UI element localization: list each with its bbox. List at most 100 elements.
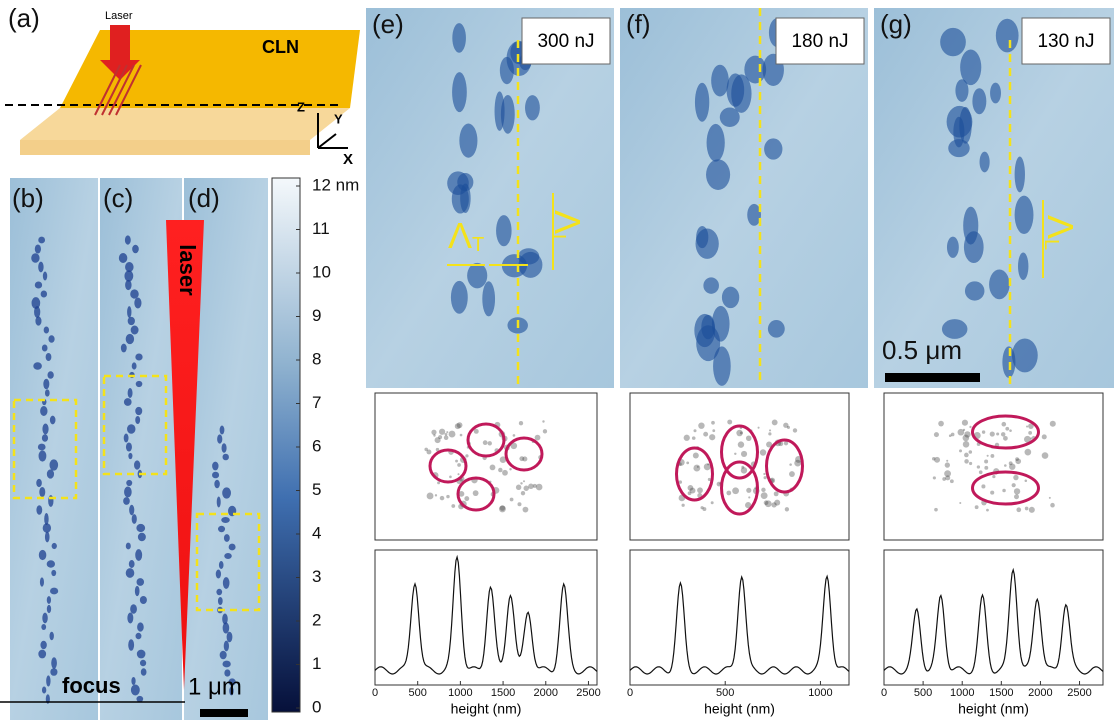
afm-spot [38, 237, 45, 244]
afm-spot [451, 281, 468, 314]
fft-speck [510, 498, 514, 502]
fft-speck [523, 507, 529, 513]
fft-speck [741, 466, 744, 469]
x-tick-label: 1000 [950, 687, 974, 699]
afm-spot [43, 272, 47, 281]
axis-label: Z [297, 99, 305, 114]
afm-spot [134, 460, 140, 469]
afm-spot [124, 434, 129, 443]
afm-spot [127, 613, 133, 624]
fft-speck [684, 435, 690, 441]
fft-speck [771, 502, 776, 507]
afm-spot [222, 487, 231, 498]
afm-spot [459, 124, 477, 158]
afm-spot [136, 696, 143, 702]
colorbar-tick-label: 2 [312, 610, 321, 629]
afm-spot [124, 486, 132, 497]
afm-spot [126, 480, 132, 486]
afm-spot [712, 306, 730, 342]
fft-box [630, 393, 849, 540]
fft-speck [984, 466, 988, 470]
colorbar-gradient [272, 178, 300, 712]
fft-speck [473, 490, 479, 496]
lambda-symbol: Λ [1040, 215, 1081, 239]
fft-speck [523, 480, 525, 482]
afm-spot [39, 550, 47, 560]
afm-spot [38, 650, 46, 659]
fft-speck [969, 450, 973, 454]
fft-speck [789, 471, 795, 477]
afm-spot [703, 277, 719, 293]
fft-speck [934, 508, 938, 512]
fft-speck [536, 484, 543, 491]
panel-label: (b) [12, 183, 44, 213]
afm-spot [711, 65, 729, 97]
afm-spot [218, 526, 225, 532]
colorbar-tick-label: 9 [312, 306, 321, 325]
fft-speck [457, 422, 463, 428]
afm-spot [140, 660, 146, 667]
afm-spot [36, 505, 42, 515]
fft-speck [950, 479, 954, 483]
energy-label: 130 nJ [1037, 31, 1094, 52]
fft-speck [446, 495, 449, 498]
colorbar-tick-label: 4 [312, 523, 321, 542]
afm-spot [1012, 338, 1038, 372]
afm-spot [137, 578, 145, 586]
colorbar-tick-label: 1 [312, 654, 321, 673]
x-tick-label: 2000 [534, 687, 558, 699]
afm-spot [124, 270, 133, 281]
fft-speck [502, 470, 508, 476]
fft-speck [516, 485, 521, 490]
fft-speck [1001, 422, 1006, 427]
afm-spot [47, 469, 54, 478]
afm-spot [123, 497, 130, 505]
fft-speck [438, 435, 442, 439]
fft-speck [772, 419, 778, 425]
afm-spot [222, 661, 230, 668]
afm-spot [518, 248, 539, 264]
fft-box [375, 393, 597, 540]
fft-speck [688, 491, 692, 495]
fft-speck [474, 429, 479, 434]
afm-spot [965, 281, 984, 300]
fft-speck [959, 449, 962, 452]
fft-speck [938, 421, 944, 427]
fft-speck [951, 433, 955, 437]
fft-speck [768, 432, 771, 435]
fft-speck [483, 440, 488, 445]
afm-spot [45, 389, 50, 396]
crystal-front [20, 140, 310, 155]
colorbar-tick-label: 12 nm [312, 175, 359, 194]
fft-speck [1016, 507, 1021, 512]
fft-speck [738, 441, 744, 447]
fft-speck [444, 435, 449, 440]
afm-spot [525, 95, 540, 120]
scale-bar-label: 0.5 μm [882, 335, 962, 365]
afm-spot [220, 651, 227, 660]
fft-speck [692, 436, 696, 440]
fft-speck [1009, 429, 1012, 432]
fft-speck [697, 487, 703, 493]
fft-speck [1004, 464, 1007, 467]
fft-speck [992, 475, 995, 478]
afm-image [10, 178, 98, 720]
profile-box [375, 550, 597, 685]
afm-spot [44, 513, 48, 525]
afm-spot [38, 444, 46, 451]
fft-speck [964, 459, 969, 464]
fft-speck [535, 435, 541, 441]
fft-speck [746, 488, 751, 493]
afm-spot [42, 423, 48, 434]
scale-bar [885, 373, 980, 382]
fft-speck [1025, 449, 1032, 456]
fft-speck [783, 423, 788, 428]
fft-speck [709, 434, 715, 440]
lambda-subscript: T [472, 234, 484, 256]
afm-spot [212, 472, 219, 479]
lambda-symbol: Λ [547, 210, 588, 234]
panel-label: (g) [880, 9, 912, 39]
afm-spot [127, 424, 135, 433]
afm-spot [948, 139, 969, 157]
fft-speck [964, 453, 969, 458]
